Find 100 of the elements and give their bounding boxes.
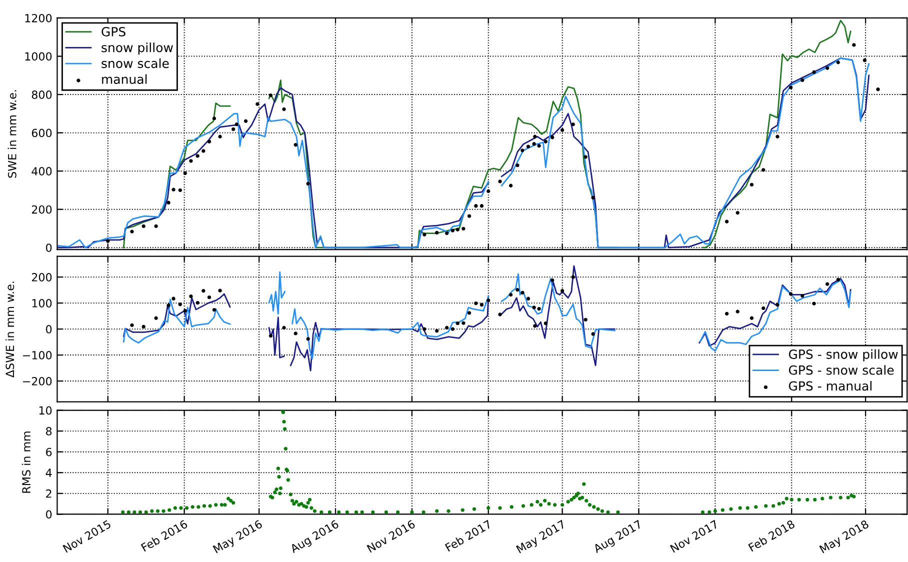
legend-label: snow scale — [102, 58, 169, 68]
point — [231, 127, 236, 131]
point — [591, 196, 595, 200]
y-tick-label: 1000 — [25, 52, 52, 61]
point — [532, 142, 536, 146]
point — [584, 155, 588, 159]
y-axis-title: SWE in mm w.e. — [8, 90, 16, 178]
legend-label: snow pillow — [102, 42, 173, 55]
point — [172, 296, 176, 300]
point — [462, 226, 466, 231]
point — [268, 334, 273, 338]
point — [467, 214, 472, 218]
y-tick-label: 4 — [46, 468, 52, 477]
point — [196, 154, 200, 158]
point — [533, 134, 537, 138]
y-tick-label: 8 — [46, 427, 52, 436]
point — [584, 318, 588, 322]
point — [183, 309, 187, 313]
point — [800, 78, 804, 82]
point — [812, 302, 816, 306]
point — [294, 332, 298, 336]
point — [306, 182, 310, 186]
point — [456, 321, 460, 326]
point — [256, 102, 260, 106]
point — [520, 148, 524, 152]
point — [480, 303, 484, 307]
point — [218, 288, 222, 292]
point — [724, 220, 729, 224]
point — [450, 228, 454, 232]
point — [202, 289, 206, 293]
point — [189, 294, 193, 298]
point — [486, 298, 490, 302]
y-tick-label: 0 — [46, 244, 52, 252]
point — [550, 278, 554, 282]
y-tick-label: 400 — [32, 167, 52, 176]
point — [762, 168, 766, 172]
point — [560, 128, 564, 132]
point — [445, 326, 449, 330]
point — [218, 134, 222, 138]
point — [544, 140, 548, 144]
point — [183, 171, 187, 176]
point — [498, 312, 502, 316]
point — [836, 60, 840, 64]
legend-label: GPS — [102, 26, 126, 36]
point — [282, 107, 286, 112]
point — [788, 86, 793, 90]
point — [435, 230, 439, 235]
y-tick-label: 2 — [46, 489, 52, 498]
point — [750, 182, 754, 186]
point — [474, 301, 478, 306]
y-tick-label: 800 — [32, 90, 52, 99]
point — [826, 282, 830, 286]
point — [178, 188, 182, 192]
point — [450, 327, 454, 331]
y-tick-label: 10 — [39, 406, 52, 415]
point — [435, 329, 439, 333]
y-tick-label: 0 — [46, 325, 52, 334]
point — [544, 321, 548, 326]
point — [836, 278, 840, 282]
point — [474, 204, 478, 208]
legend-label: GPS - snow scale — [788, 365, 894, 375]
point — [591, 332, 595, 336]
point — [526, 296, 530, 300]
point — [189, 159, 193, 163]
point — [800, 294, 804, 298]
y-tick-label: −100 — [23, 351, 52, 360]
point — [537, 306, 541, 311]
point — [876, 88, 880, 92]
point — [294, 143, 298, 147]
point — [762, 306, 766, 310]
point — [234, 122, 238, 126]
point — [508, 292, 513, 297]
point — [166, 304, 170, 308]
point — [282, 326, 286, 330]
point — [306, 337, 310, 341]
point — [212, 116, 216, 120]
legend-label: manual — [102, 74, 147, 84]
point — [467, 311, 472, 315]
point — [788, 292, 793, 296]
point — [268, 93, 273, 98]
point — [516, 163, 520, 168]
point — [445, 231, 449, 236]
point — [130, 230, 134, 234]
point — [142, 324, 146, 329]
point — [537, 144, 541, 148]
point — [178, 302, 182, 306]
point — [533, 324, 537, 328]
point — [480, 204, 484, 208]
point — [212, 308, 216, 312]
point — [516, 288, 520, 292]
point — [142, 224, 146, 228]
point — [736, 210, 740, 215]
y-tick-label: 200 — [32, 205, 52, 214]
point — [166, 200, 170, 204]
point — [852, 43, 856, 47]
point — [571, 122, 575, 126]
point — [736, 310, 740, 314]
point — [508, 184, 513, 188]
point — [130, 323, 134, 327]
point — [862, 58, 867, 62]
